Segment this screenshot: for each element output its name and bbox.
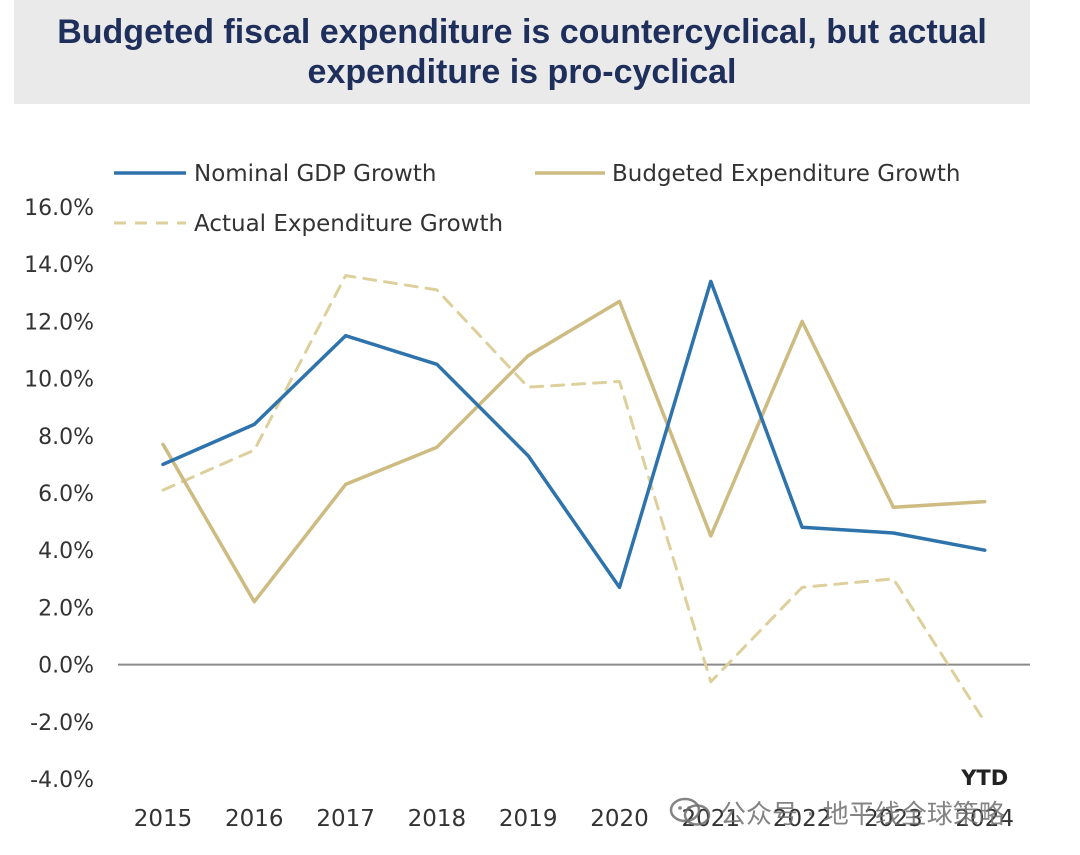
y-tick-label: 0.0% (38, 654, 94, 679)
series-layer (161, 274, 987, 724)
watermark: 公众号 · 地平线全球策略 (668, 792, 1005, 832)
y-tick-label: 4.0% (38, 539, 94, 564)
legend-label: Budgeted Expenditure Growth (612, 161, 961, 187)
y-tick-label: 6.0% (38, 482, 94, 507)
y-tick-label: 14.0% (24, 253, 94, 278)
x-tick-label: 2023 (864, 806, 923, 832)
series-line-2 (161, 274, 987, 724)
chart-title: Budgeted fiscal expenditure is countercy… (57, 13, 987, 91)
title-band: Budgeted fiscal expenditure is countercy… (14, 0, 1030, 104)
legend-label: Nominal GDP Growth (194, 161, 436, 187)
y-tick-label: -2.0% (30, 711, 94, 736)
x-tick-label: 2020 (590, 806, 649, 832)
y-tick-label: 16.0% (24, 196, 94, 221)
watermark-text: 公众号 · 地平线全球策略 (720, 799, 1005, 830)
series-line-1 (161, 299, 987, 604)
y-tick-label: 10.0% (24, 368, 94, 393)
x-tick-label: 2019 (499, 806, 558, 832)
x-tick-label: 2022 (773, 806, 832, 832)
x-tick-label: 2018 (408, 806, 467, 832)
wechat-icon (669, 797, 711, 826)
ytd-label: YTD (960, 766, 1008, 790)
y-axis-ticks: 16.0% 14.0% 12.0% 10.0% 8.0% 6.0% 4.0% 2.0% 0.0%… (24, 196, 94, 793)
legend: Nominal GDP Growth Budgeted Expenditure G… (114, 161, 961, 237)
x-axis-ticks: 2015 2016 2017 2018 2019 2020 2021 2022 2023 2024 (134, 806, 1014, 832)
x-tick-label: 2024 (955, 806, 1014, 832)
x-tick-label: 2017 (316, 806, 375, 832)
y-tick-label: 12.0% (24, 310, 94, 335)
y-tick-label: 8.0% (38, 425, 94, 450)
series-line-0 (161, 279, 987, 590)
y-tick-label: 2.0% (38, 596, 94, 621)
x-tick-label: 2015 (134, 806, 193, 832)
legend-label: Actual Expenditure Growth (194, 211, 503, 237)
x-tick-label: 2016 (225, 806, 284, 832)
y-tick-label: -4.0% (30, 768, 94, 793)
